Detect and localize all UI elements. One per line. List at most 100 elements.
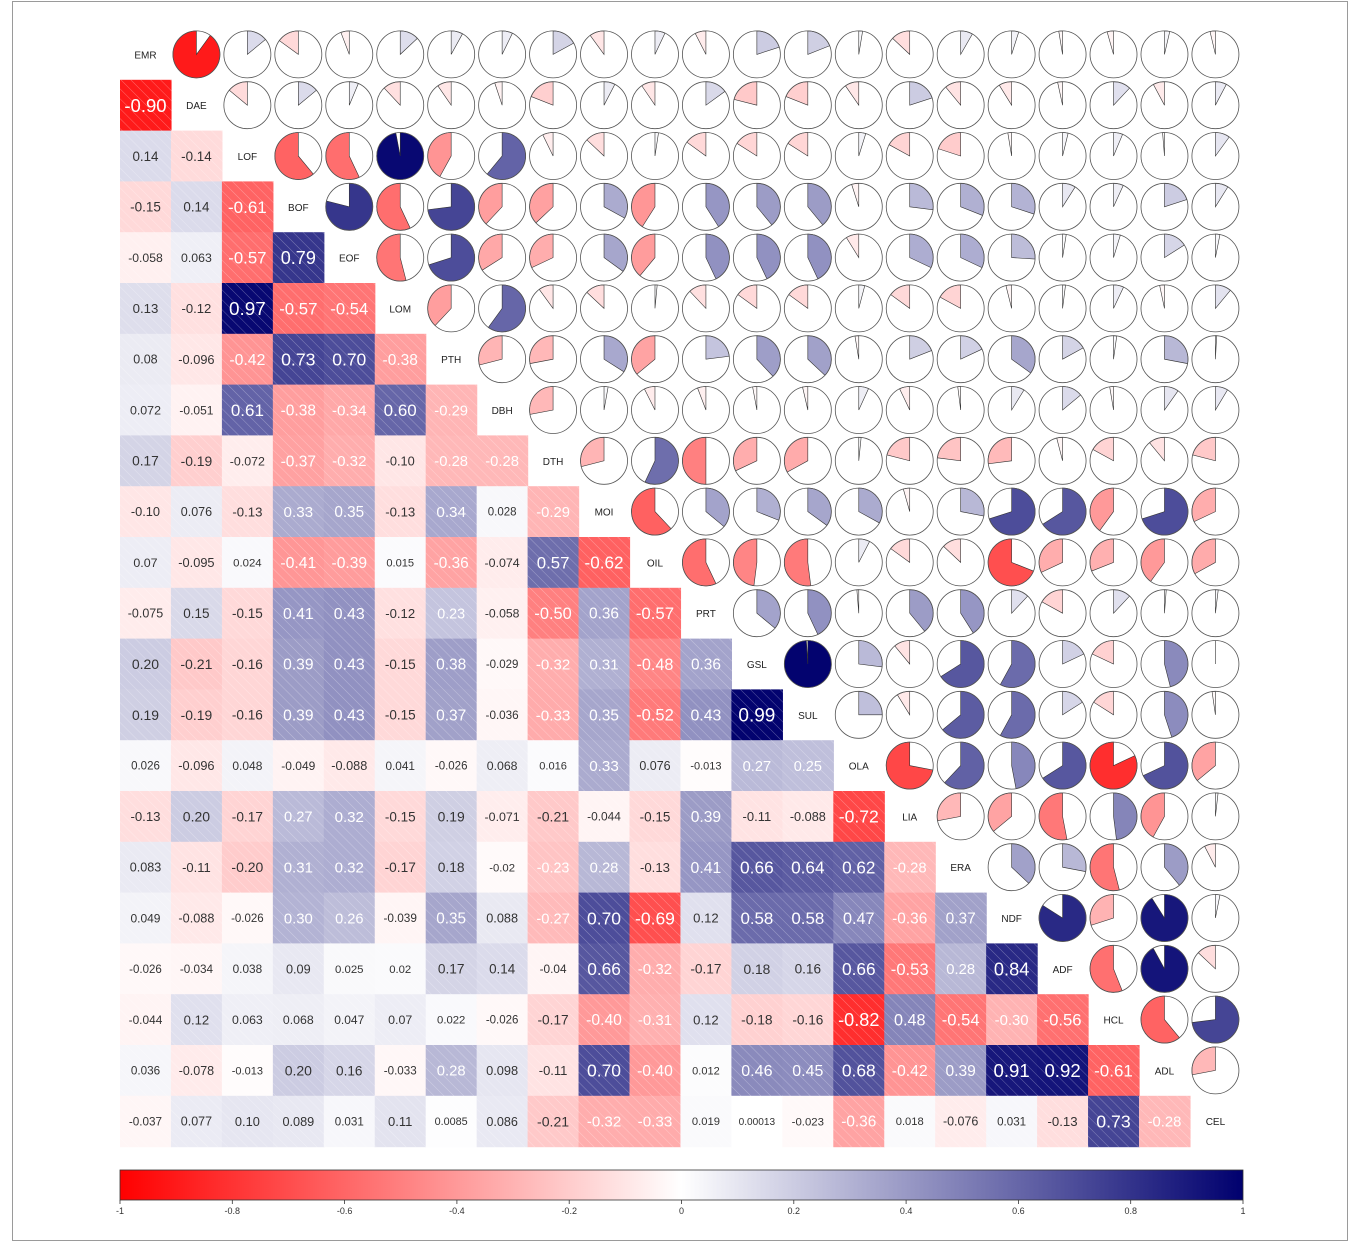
corr-value-label: 0.14: [489, 962, 516, 977]
corr-pie-outline: [885, 335, 934, 384]
corr-pie-slice: [694, 30, 707, 55]
corr-pie-slice: [960, 487, 985, 517]
corr-value-label: -0.074: [485, 556, 520, 570]
corr-value-label: 0.66: [740, 857, 774, 877]
corr-cell: 0.20: [120, 638, 172, 690]
corr-cell-hatch: [935, 943, 987, 995]
corr-pie: [1038, 182, 1087, 231]
corr-value-label: 0.19: [132, 707, 159, 723]
corr-cell-hatch: [120, 740, 172, 792]
corr-pie-slice: [1092, 436, 1114, 462]
corr-pie-slice: [939, 284, 961, 309]
corr-cell: 0.43: [323, 587, 376, 640]
corr-cell: 0.66: [833, 943, 885, 995]
corr-cell: 0.68: [833, 1045, 885, 1097]
corr-cell: 0.068: [476, 740, 529, 792]
corr-pie-slice: [1215, 792, 1219, 817]
corr-pie-outline: [682, 487, 730, 536]
corr-value-label: 0.15: [183, 606, 209, 621]
colorbar-tick-label: -0.2: [561, 1206, 577, 1216]
corr-value-label: -0.21: [180, 656, 212, 672]
corr-pie: [1191, 487, 1240, 536]
corr-value-label: -0.15: [640, 809, 671, 824]
corr-pie: [834, 284, 883, 333]
corr-pie-outline: [834, 436, 883, 485]
corr-cell: 0.97: [221, 283, 274, 335]
corr-pie: [529, 30, 577, 79]
corr-cell-hatch: [170, 384, 223, 436]
corr-cell: -0.19: [170, 435, 223, 487]
lower-cells: -0.90 0.14 -0.14 -0.15 0.14 -0.61 -0.058 0.063 -…: [120, 79, 1191, 1148]
corr-pie-outline: [936, 386, 985, 434]
corr-pie-slice: [1091, 640, 1114, 665]
corr-cell: 0.70: [323, 333, 376, 386]
corr-pie: [1038, 640, 1087, 688]
corr-pie: [885, 690, 934, 739]
corr-value-label: -0.32: [332, 453, 366, 470]
corr-pie-outline: [325, 81, 374, 130]
corr-cell-hatch: [272, 333, 325, 386]
corr-cell-hatch: [935, 1095, 987, 1148]
corr-cell: -0.32: [629, 943, 682, 995]
corr-cell: -0.16: [221, 689, 274, 741]
corr-cell-hatch: [986, 943, 1038, 995]
corr-pie-outline: [1038, 538, 1087, 587]
corr-value-label: -0.28: [893, 861, 927, 877]
corr-pie-outline: [529, 386, 577, 434]
corr-cell: 0.049: [120, 892, 172, 944]
corr-cell-hatch: [476, 1095, 529, 1148]
corr-cell-hatch: [476, 841, 529, 894]
variable-label-oil: OIL: [647, 558, 664, 569]
corr-pie: [427, 81, 476, 130]
corr-cell: -0.21: [170, 638, 223, 690]
corr-pie-outline: [1089, 182, 1138, 231]
corr-value-label: -0.34: [332, 402, 367, 419]
corr-pie-slice: [376, 182, 411, 231]
corr-pie: [682, 284, 730, 333]
corr-value-label: 0.84: [994, 959, 1029, 979]
corr-cell: 0.025: [323, 943, 376, 995]
corr-cell: -0.28: [476, 435, 529, 487]
corr-cell-hatch: [425, 587, 478, 640]
corr-pie-slice: [705, 233, 730, 280]
corr-cell-hatch: [731, 689, 783, 741]
corr-pie-slice: [1159, 284, 1165, 309]
corr-cell-hatch: [578, 791, 631, 843]
corr-pie: [682, 233, 730, 282]
corr-pie: [987, 386, 1036, 434]
corr-value-label: -0.071: [485, 810, 520, 824]
corr-cell-hatch: [120, 791, 172, 843]
corr-value-label: -0.32: [536, 656, 570, 673]
corr-value-label: 0.70: [587, 908, 621, 928]
corr-pie-outline: [1191, 132, 1240, 180]
corr-cell: 0.91: [986, 1045, 1038, 1097]
corr-cell-hatch: [782, 892, 834, 944]
corr-pie: [987, 741, 1036, 790]
corr-cell: -0.026: [425, 740, 478, 792]
corr-cell-hatch: [476, 435, 529, 487]
corr-pie-outline: [631, 81, 679, 130]
corr-value-label: 0.18: [438, 860, 465, 875]
corr-pie: [478, 284, 527, 333]
corr-pie: [834, 589, 883, 638]
corr-value-label: 0.48: [894, 1011, 926, 1029]
corr-cell-hatch: [120, 841, 172, 894]
corr-pie-outline: [1140, 894, 1189, 942]
corr-pie-outline: [1089, 81, 1138, 130]
corr-pie: [987, 640, 1036, 688]
corr-pie: [1089, 233, 1138, 282]
corr-pie: [682, 132, 730, 180]
corr-pie: [834, 233, 883, 282]
corr-cell: -0.28: [884, 841, 936, 894]
corr-pie-outline: [885, 132, 934, 180]
corr-pie-slice: [733, 538, 758, 587]
corr-value-label: 0.57: [537, 553, 570, 572]
corr-pie: [631, 284, 679, 333]
corr-value-label: 0.92: [1044, 1060, 1080, 1081]
corr-pie-outline: [1140, 436, 1189, 485]
corr-cell: -0.12: [374, 587, 427, 640]
corr-pie: [1038, 792, 1087, 841]
corr-pie: [631, 386, 679, 434]
corr-cell: -0.17: [221, 791, 274, 843]
corr-pie: [1038, 132, 1087, 180]
